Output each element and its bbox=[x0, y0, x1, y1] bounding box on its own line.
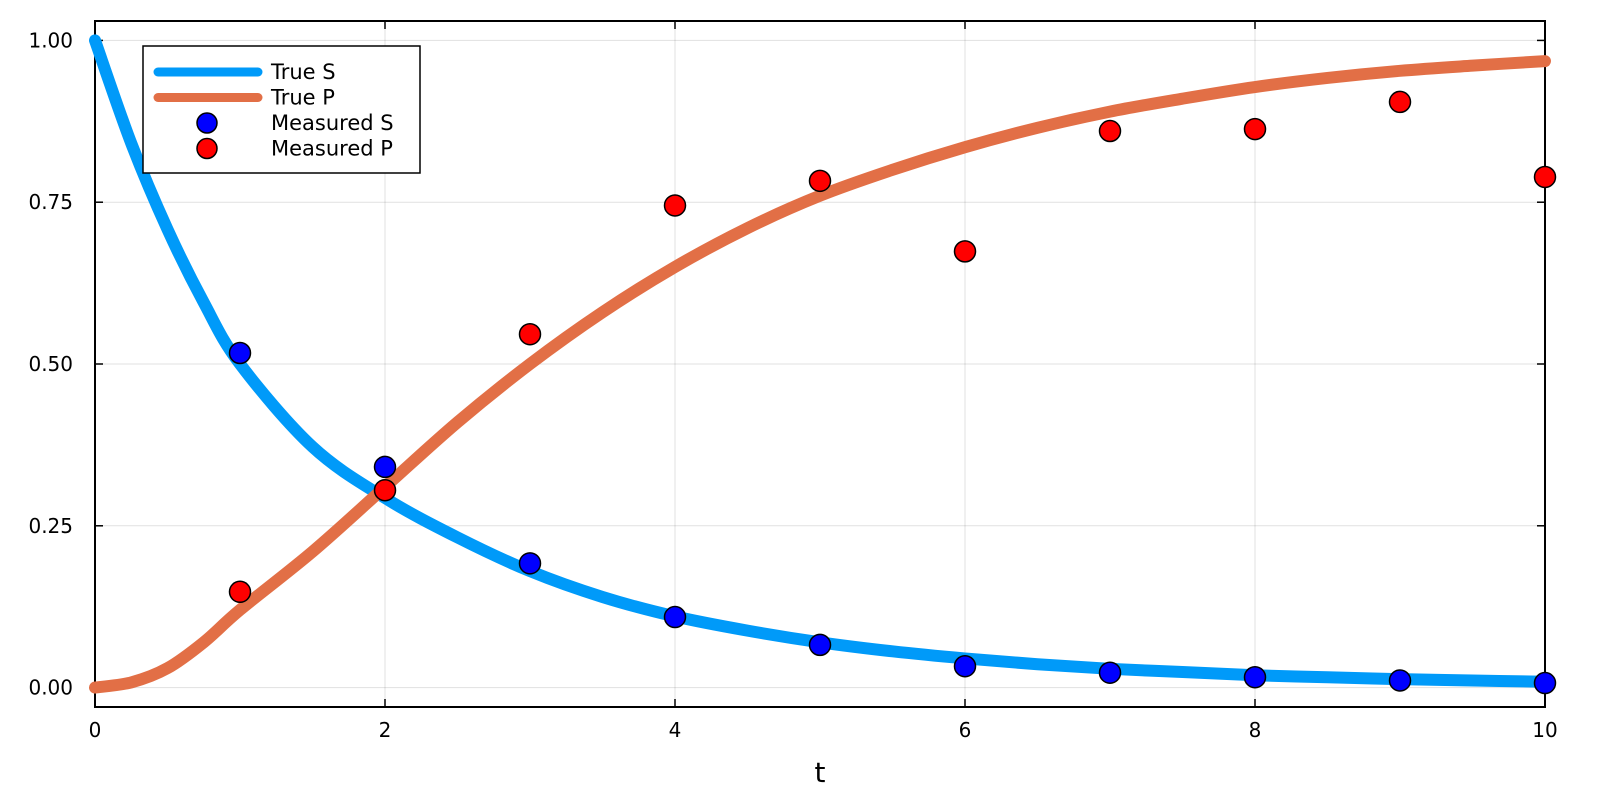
data-point-measured-s bbox=[663, 605, 687, 629]
data-point-measured-s bbox=[373, 455, 397, 479]
data-point-measured-p bbox=[663, 194, 687, 217]
x-tick-label: 0 bbox=[89, 718, 102, 742]
data-point-measured-p bbox=[1388, 90, 1412, 114]
legend-label-true-p: True P bbox=[270, 86, 335, 110]
x-tick-label: 2 bbox=[379, 718, 392, 742]
data-point-measured-p bbox=[808, 169, 832, 193]
x-tick-label: 4 bbox=[669, 718, 682, 742]
data-point-measured-s bbox=[1388, 669, 1412, 692]
data-point-measured-p bbox=[228, 580, 252, 604]
y-tick-label: 0.00 bbox=[28, 676, 73, 700]
data-point-measured-s bbox=[1098, 661, 1122, 684]
data-point-measured-s bbox=[808, 633, 832, 657]
x-axis-title: t bbox=[815, 756, 826, 789]
x-tick-label: 8 bbox=[1249, 718, 1262, 742]
legend-label-measured-p: Measured P bbox=[271, 137, 393, 161]
data-point-measured-p bbox=[1243, 117, 1267, 141]
series-line-true-p bbox=[89, 55, 1551, 694]
data-point-measured-s bbox=[228, 341, 252, 365]
legend-label-true-s: True S bbox=[270, 60, 336, 84]
data-point-measured-p bbox=[1533, 165, 1557, 189]
y-tick-label: 0.25 bbox=[28, 514, 73, 538]
data-point-measured-p bbox=[953, 240, 977, 263]
data-point-measured-s bbox=[953, 654, 977, 678]
data-point-measured-s bbox=[1533, 671, 1557, 695]
legend-marker-measured-s bbox=[196, 112, 218, 134]
data-point-measured-p bbox=[518, 322, 542, 346]
data-point-measured-p bbox=[373, 478, 397, 502]
data-point-measured-s bbox=[1243, 665, 1267, 689]
y-tick-label: 0.75 bbox=[28, 190, 73, 214]
data-point-measured-p bbox=[1098, 119, 1122, 143]
y-tick-label: 0.50 bbox=[28, 352, 73, 376]
data-point-measured-s bbox=[518, 552, 542, 575]
points-group bbox=[228, 90, 1557, 695]
legend-box bbox=[142, 45, 421, 174]
axis-ticks: 0 2 4 6 8 10 0.00 0.25 0.50 0.75 1.00 bbox=[28, 21, 1558, 742]
y-tick-label: 1.00 bbox=[28, 28, 73, 52]
legend-marker-measured-p bbox=[196, 137, 218, 160]
legend-label-measured-s: Measured S bbox=[271, 111, 394, 135]
x-tick-label: 10 bbox=[1532, 718, 1557, 742]
x-tick-label: 6 bbox=[959, 718, 972, 742]
